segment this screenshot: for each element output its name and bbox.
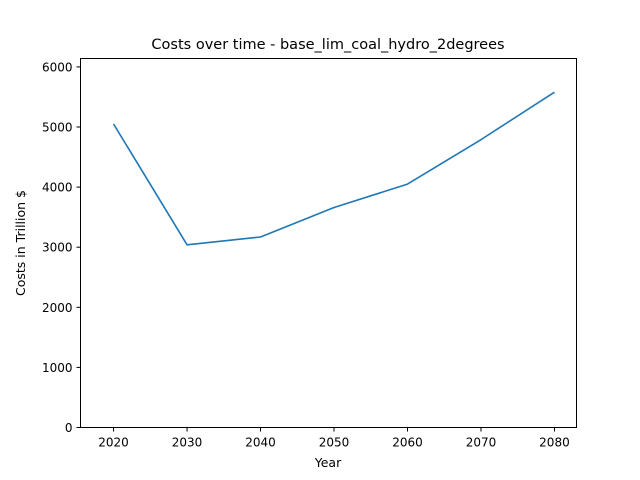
x-tick-label: 2040 xyxy=(245,436,276,450)
x-axis-label: Year xyxy=(314,455,342,470)
y-axis-label: Costs in Trillion $ xyxy=(13,190,28,296)
x-tick-label: 2050 xyxy=(319,436,350,450)
plot-area: 2020 2030 2040 2050 2060 2070 2080 0 1000 2000 300… xyxy=(42,60,570,449)
y-tick-label: 2000 xyxy=(42,301,73,315)
chart-title: Costs over time - base_lim_coal_hydro_2d… xyxy=(151,37,504,53)
y-tick-label: 0 xyxy=(65,421,73,435)
x-tick-label: 2060 xyxy=(392,436,423,450)
x-tick-label: 2080 xyxy=(539,436,570,450)
y-tick-label: 6000 xyxy=(42,60,73,74)
y-tick-label: 4000 xyxy=(42,181,73,195)
y-tick-label: 1000 xyxy=(42,361,73,375)
plot-frame xyxy=(80,58,577,428)
x-tick-label: 2070 xyxy=(466,436,497,450)
x-tick-label: 2020 xyxy=(98,436,129,450)
series-line xyxy=(112,91,555,246)
x-tick-label: 2030 xyxy=(172,436,203,450)
y-tick-label: 5000 xyxy=(42,121,73,135)
y-tick-label: 3000 xyxy=(42,241,73,255)
